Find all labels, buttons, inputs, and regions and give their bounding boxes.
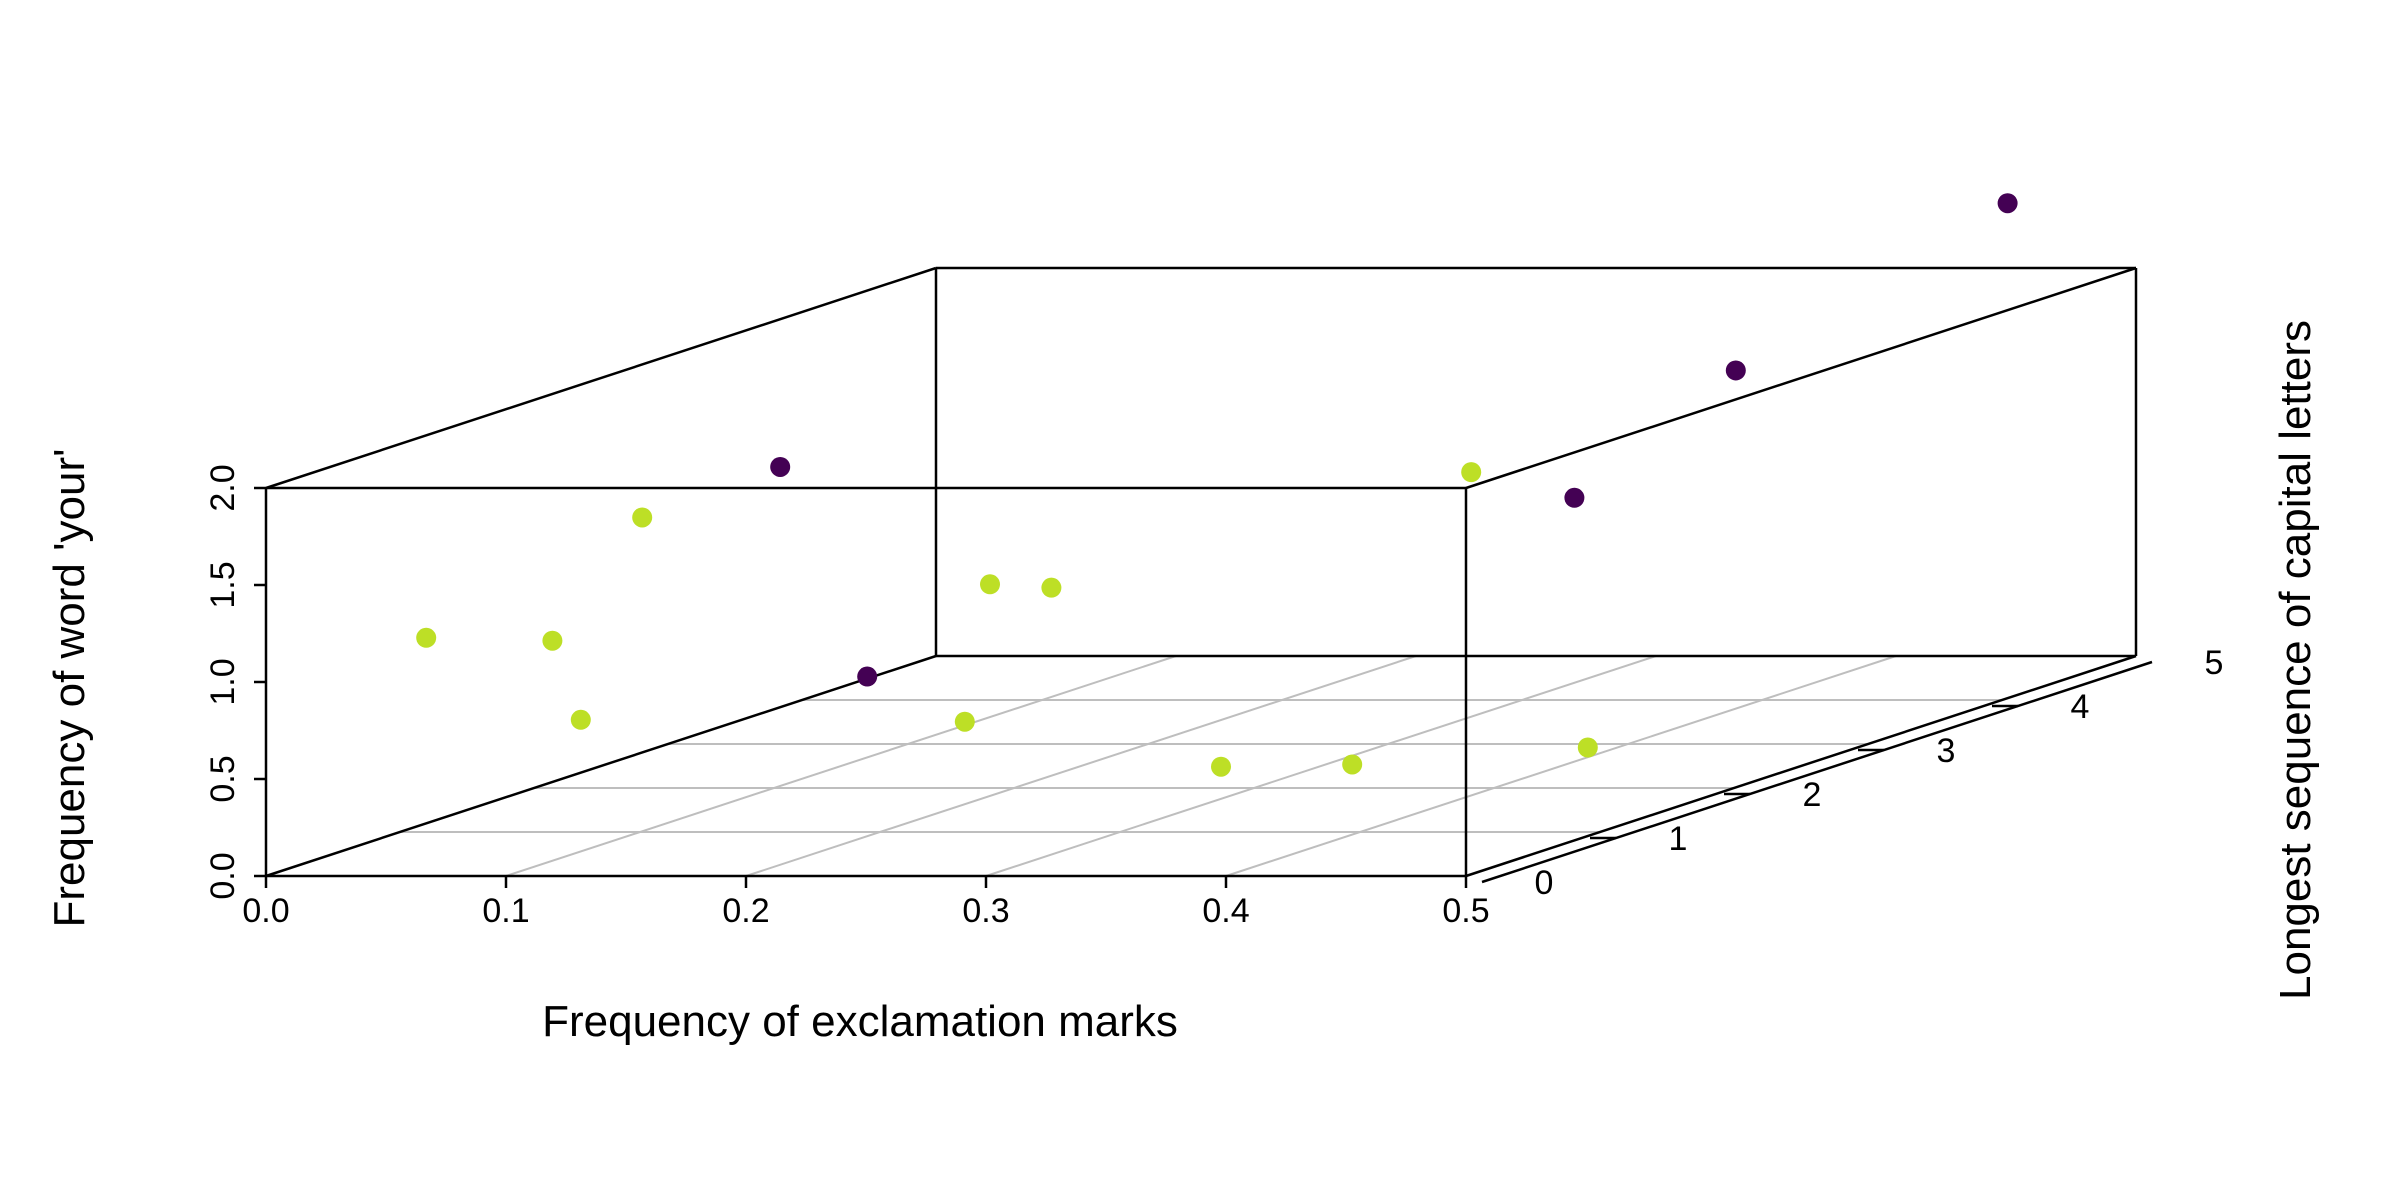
grid-line-x — [745, 655, 1417, 877]
grid-line-x — [1225, 655, 1897, 877]
data-point — [980, 574, 1000, 595]
box-edge — [265, 654, 937, 878]
data-point — [857, 666, 878, 687]
x-tick-label: 0.3 — [962, 892, 1009, 930]
y-tick-label: 0 — [1535, 864, 1554, 902]
z-axis-title: Frequency of word 'your' — [45, 448, 94, 927]
floor-grid — [400, 655, 2002, 877]
grid-line-x — [505, 655, 1177, 877]
y-tick-label: 1 — [1669, 820, 1688, 858]
data-point — [1041, 577, 1062, 598]
x-tick-label: 0.0 — [242, 892, 289, 930]
data-point — [1997, 193, 2018, 214]
box-frame — [264, 266, 2138, 878]
box-edge — [1465, 266, 2137, 490]
y-tick-label: 3 — [1937, 732, 1956, 770]
data-point — [1725, 360, 1746, 381]
x-axis-title: Frequency of exclamation marks — [542, 997, 1178, 1046]
data-point — [1461, 462, 1482, 483]
y-axis-line — [1481, 660, 2153, 884]
box-edge — [265, 266, 937, 490]
y-tick-label: 2 — [1803, 776, 1822, 814]
z-tick-label: 0.5 — [204, 755, 242, 802]
y-tick-label: 5 — [2205, 644, 2224, 682]
data-point — [1342, 754, 1363, 775]
x-tick-label: 0.5 — [1442, 892, 1489, 930]
axis-ticks: 0.0 0.1 0.2 0.3 0.4 0.5 0.0 0.5 1.0 1.5 2.0 0 1 2 3 4 5 — [204, 464, 2223, 930]
z-tick-label: 0.0 — [204, 852, 242, 899]
x-tick-label: 0.1 — [482, 892, 529, 930]
x-tick-label: 0.2 — [722, 892, 769, 930]
z-tick-label: 2.0 — [204, 464, 242, 511]
z-tick-label: 1.5 — [204, 561, 242, 608]
data-point — [1564, 487, 1585, 508]
grid-line-x — [985, 655, 1657, 877]
data-point — [632, 507, 653, 528]
box-edge — [1465, 654, 2137, 878]
x-tick-label: 0.4 — [1202, 892, 1249, 930]
y-axis-title: Longest sequence of capital letters — [2271, 320, 2320, 1000]
z-tick-label: 1.0 — [204, 658, 242, 705]
data-point — [954, 711, 975, 732]
data-point — [770, 456, 791, 477]
data-point — [542, 630, 563, 651]
y-tick-label: 4 — [2071, 688, 2090, 726]
data-point — [416, 627, 437, 648]
data-point — [570, 709, 591, 730]
data-point — [1211, 756, 1231, 777]
data-point — [1577, 737, 1598, 758]
data-points — [416, 193, 2018, 777]
